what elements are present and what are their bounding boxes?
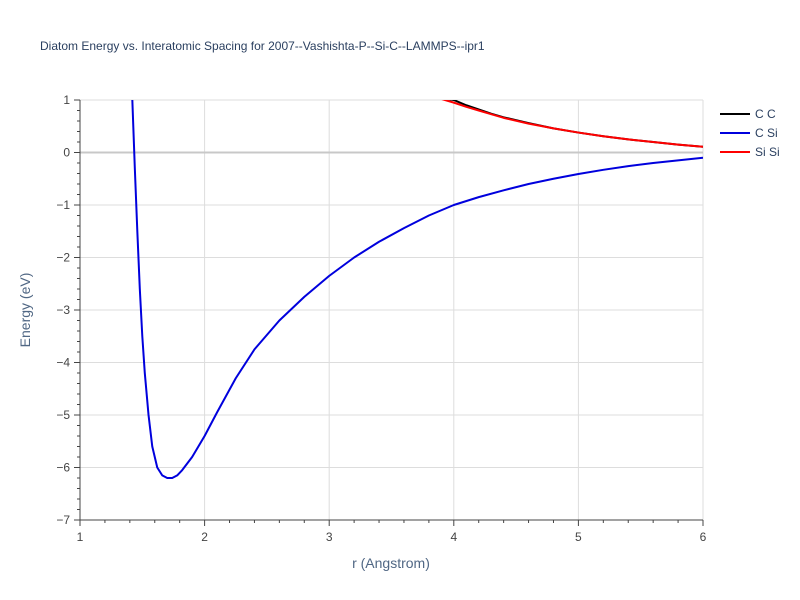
y-axis-title: Energy (eV) — [17, 273, 33, 348]
x-tick-label: 3 — [326, 530, 333, 544]
legend-item-c-c[interactable]: C C — [720, 107, 776, 121]
x-tick-label: 5 — [575, 530, 582, 544]
x-tick-label: 2 — [201, 530, 208, 544]
x-axis-ticks: 1 2 3 4 5 6 — [77, 520, 707, 544]
legend-item-c-si[interactable]: C Si — [720, 126, 778, 140]
y-tick-label: −6 — [56, 461, 70, 475]
x-tick-label: 6 — [700, 530, 707, 544]
series-layer — [131, 100, 703, 479]
y-axis-ticks: 1 0 −1 −2 −3 −4 −5 −6 −7 — [56, 93, 80, 527]
x-tick-label: 4 — [450, 530, 457, 544]
x-axis-minor-ticks — [104, 520, 679, 523]
series-line-si-si — [441, 100, 703, 148]
y-tick-label: −2 — [56, 251, 70, 265]
y-tick-label: −1 — [56, 198, 70, 212]
x-axis-title: r (Angstrom) — [352, 555, 430, 571]
y-tick-label: 0 — [63, 146, 70, 160]
chart-title: Diatom Energy vs. Interatomic Spacing fo… — [40, 39, 485, 53]
y-tick-label: 1 — [63, 93, 70, 107]
legend-item-si-si[interactable]: Si Si — [720, 145, 780, 159]
y-tick-label: −4 — [56, 356, 70, 370]
y-gridlines — [80, 99, 703, 468]
legend-label: C Si — [755, 126, 778, 140]
x-tick-label: 1 — [77, 530, 84, 544]
y-tick-label: −5 — [56, 408, 70, 422]
y-tick-label: −7 — [56, 513, 70, 527]
series-line-c-si — [131, 100, 703, 479]
legend[interactable]: C C C Si Si Si — [720, 107, 780, 159]
y-axis-minor-ticks — [77, 110, 80, 510]
legend-label: C C — [755, 107, 776, 121]
legend-label: Si Si — [755, 145, 780, 159]
y-tick-label: −3 — [56, 303, 70, 317]
